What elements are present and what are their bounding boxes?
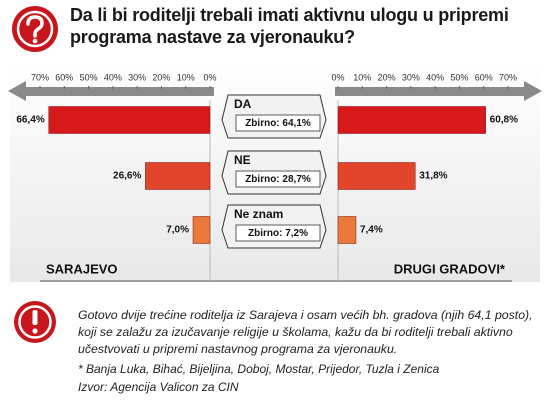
- bar: [192, 216, 211, 244]
- bar: [145, 162, 211, 190]
- chart-title: Da li bi roditelji trebali imati aktivnu…: [70, 5, 509, 47]
- x-tick-label: 20%: [152, 72, 170, 82]
- total-label: Zbirno: 64,1%: [245, 118, 311, 129]
- x-tick-label: 30%: [128, 72, 146, 82]
- x-tick-label: 10%: [177, 72, 195, 82]
- total-box: [235, 170, 321, 188]
- left-arrow: [8, 81, 214, 101]
- legend-label: SARAJEVO: [46, 261, 118, 276]
- total-label: Zbirno: 7,2%: [248, 228, 308, 239]
- value-label: 60,8%: [490, 115, 518, 126]
- x-tick-label: 50%: [450, 72, 468, 82]
- value-label: 7,4%: [360, 225, 383, 236]
- category-label: DA: [234, 97, 252, 111]
- x-tick-label: 10%: [353, 72, 371, 82]
- source: Izvor: Agencija Valicon za CIN: [78, 380, 239, 394]
- total-box: [235, 224, 321, 242]
- x-tick-label: 70%: [499, 72, 517, 82]
- question-icon: [12, 6, 58, 52]
- exclamation-icon: [14, 301, 56, 343]
- x-tick-label: 0%: [203, 72, 216, 82]
- bar: [337, 106, 486, 134]
- legend-label: DRUGI GRADOVI*: [394, 261, 506, 276]
- category-label: NE: [234, 153, 251, 167]
- category-label: Ne znam: [234, 207, 283, 221]
- bar: [48, 106, 211, 134]
- value-label: 66,4%: [16, 115, 44, 126]
- footnote: * Banja Luka, Bihać, Bijeljina, Doboj, M…: [78, 362, 440, 376]
- x-tick-label: 70%: [31, 72, 49, 82]
- value-label: 31,8%: [419, 171, 447, 182]
- summary-text: Gotovo dvije trećine roditelja iz Saraje…: [78, 308, 533, 356]
- x-tick-label: 20%: [378, 72, 396, 82]
- x-tick-label: 60%: [55, 72, 73, 82]
- value-label: 26,6%: [113, 171, 141, 182]
- x-tick-label: 40%: [426, 72, 444, 82]
- x-tick-label: 0%: [331, 72, 344, 82]
- right-arrow: [335, 81, 542, 101]
- bar: [337, 216, 357, 244]
- x-tick-label: 40%: [104, 72, 122, 82]
- value-label: 7,0%: [166, 225, 189, 236]
- x-tick-label: 60%: [475, 72, 493, 82]
- x-tick-label: 50%: [80, 72, 98, 82]
- total-box: [235, 114, 321, 132]
- bar: [337, 162, 416, 190]
- x-tick-label: 30%: [402, 72, 420, 82]
- total-label: Zbirno: 28,7%: [245, 174, 311, 185]
